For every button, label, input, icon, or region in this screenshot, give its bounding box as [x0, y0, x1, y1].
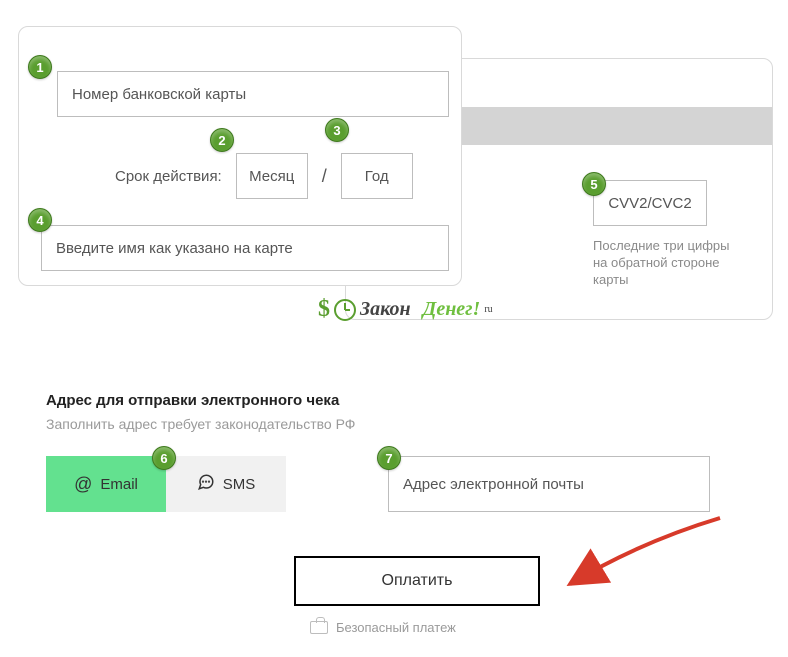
arrow-annotation — [560, 512, 730, 602]
badge-7: 7 — [377, 446, 401, 470]
at-icon: @ — [74, 474, 92, 495]
dollar-icon: $ — [318, 296, 330, 323]
expiry-label: Срок действия: — [115, 168, 222, 185]
email-placeholder: Адрес электронной почты — [403, 476, 584, 493]
secure-payment-row: Безопасный платеж — [310, 620, 456, 635]
badge-2: 2 — [210, 128, 234, 152]
expiry-year-placeholder: Год — [365, 168, 389, 185]
badge-5: 5 — [582, 172, 606, 196]
logo-ru: ru — [484, 304, 492, 315]
pay-button[interactable]: Оплатить — [294, 556, 540, 606]
cvv-input[interactable]: CVV2/CVC2 — [593, 180, 707, 226]
card-number-placeholder: Номер банковской карты — [72, 86, 246, 103]
clock-icon — [334, 299, 356, 321]
chat-icon — [197, 473, 215, 496]
cvv-placeholder: CVV2/CVC2 — [608, 195, 691, 212]
expiry-year-input[interactable]: Год — [341, 153, 413, 199]
badge-4: 4 — [28, 208, 52, 232]
badge-3: 3 — [325, 118, 349, 142]
badge-1: 1 — [28, 55, 52, 79]
tab-email-label: Email — [100, 476, 138, 493]
logo-text-2: Денег! — [423, 298, 481, 321]
badge-6: 6 — [152, 446, 176, 470]
pay-button-label: Оплатить — [382, 572, 453, 590]
expiry-row: Срок действия: Месяц / Год — [115, 153, 413, 199]
logo-text-1: Закон — [360, 298, 411, 321]
cvv-hint: Последние три цифры на обратной стороне … — [593, 238, 743, 289]
expiry-month-input[interactable]: Месяц — [236, 153, 308, 199]
tab-sms[interactable]: SMS — [166, 456, 286, 512]
lock-icon — [310, 621, 328, 634]
receipt-subtitle: Заполнить адрес требует законодательство… — [46, 416, 355, 432]
tab-email[interactable]: @ Email — [46, 456, 166, 512]
email-input[interactable]: Адрес электронной почты — [388, 456, 710, 512]
tab-sms-label: SMS — [223, 476, 256, 493]
site-logo: $ Закон Денег! ru — [318, 296, 493, 323]
expiry-slash: / — [318, 166, 331, 187]
cardholder-name-placeholder: Введите имя как указано на карте — [56, 240, 293, 257]
secure-payment-label: Безопасный платеж — [336, 620, 456, 635]
expiry-month-placeholder: Месяц — [249, 168, 294, 185]
cardholder-name-input[interactable]: Введите имя как указано на карте — [41, 225, 449, 271]
receipt-heading: Адрес для отправки электронного чека — [46, 392, 339, 409]
card-front: Номер банковской карты Срок действия: Ме… — [18, 26, 462, 286]
card-number-input[interactable]: Номер банковской карты — [57, 71, 449, 117]
